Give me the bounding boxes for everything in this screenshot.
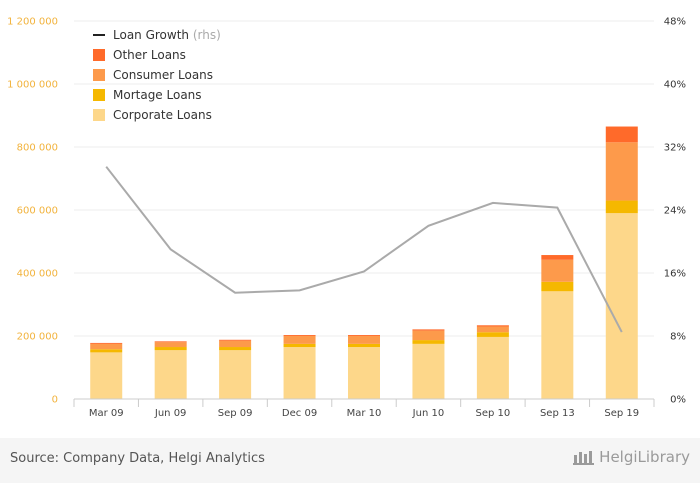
left-tick-label: 200 000 <box>17 332 58 343</box>
left-tick-label: 800 000 <box>17 143 58 154</box>
legend-rhs-note: (rhs) <box>193 28 221 42</box>
left-tick-label: 400 000 <box>17 269 58 280</box>
bar-other-loans <box>90 342 123 344</box>
legend-swatch <box>93 69 105 81</box>
bar-corporate-loans <box>412 343 445 399</box>
right-tick-label: 40% <box>664 80 686 91</box>
bar-other-loans <box>541 255 574 260</box>
x-axis: Mar 09 Jun 09 Sep 09 Dec 09 Mar 10 Jun 10 Sep … <box>73 398 655 419</box>
bar-corporate-loans <box>605 213 638 399</box>
legend-swatch <box>93 49 105 61</box>
bar-consumer-loans <box>541 259 574 282</box>
bar-mortage-loans <box>412 340 445 344</box>
loan-chart: 0 200 000 400 000 600 000 800 000 1 000 000 1 … <box>7 17 686 420</box>
footer: Source: Company Data, Helgi Analytics He… <box>0 438 700 483</box>
x-tick-label: Dec 09 <box>282 408 317 419</box>
x-tick-label: Jun 09 <box>154 408 187 419</box>
loan-growth-line <box>105 166 623 333</box>
left-tick-label: 1 000 000 <box>7 80 58 91</box>
legend-line-swatch <box>93 34 105 36</box>
bar-other-loans <box>154 341 187 343</box>
library-icon <box>573 451 595 465</box>
legend-swatch <box>93 109 105 121</box>
x-tick-label: Sep 19 <box>604 408 639 419</box>
bar-other-loans <box>219 339 252 341</box>
left-axis: 0 200 000 400 000 600 000 800 000 1 000 000 1 … <box>7 17 58 406</box>
x-tick-label: Sep 10 <box>476 408 511 419</box>
bar-consumer-loans <box>219 340 252 348</box>
bar-consumer-loans <box>412 330 445 341</box>
bar-series <box>90 126 638 399</box>
bar-mortage-loans <box>219 347 252 351</box>
bar-corporate-loans <box>154 350 187 399</box>
right-tick-label: 8% <box>670 332 686 343</box>
left-tick-label: 600 000 <box>17 206 58 217</box>
source-text: Source: Company Data, Helgi Analytics <box>10 451 265 466</box>
bar-mortage-loans <box>476 332 509 337</box>
bar-consumer-loans <box>90 343 123 350</box>
bar-other-loans <box>605 126 638 143</box>
right-tick-label: 24% <box>664 206 686 217</box>
bar-mortage-loans <box>605 200 638 214</box>
x-tick-label: Mar 10 <box>347 408 382 419</box>
right-tick-label: 0% <box>670 395 686 406</box>
bar-consumer-loans <box>283 336 316 344</box>
bar-other-loans <box>348 335 380 336</box>
x-tick-label: Sep 09 <box>218 408 253 419</box>
bar-corporate-loans <box>219 350 252 399</box>
left-tick-label: 1 200 000 <box>7 17 58 28</box>
legend-label: Consumer Loans <box>113 68 213 82</box>
helgi-library-logo[interactable]: HelgiLibrary <box>573 448 690 466</box>
bar-mortage-loans <box>541 281 574 292</box>
bar-other-loans <box>283 335 316 336</box>
right-tick-label: 32% <box>664 143 686 154</box>
right-tick-label: 48% <box>664 17 686 28</box>
bar-corporate-loans <box>476 336 509 399</box>
bar-consumer-loans <box>476 326 509 333</box>
bar-other-loans <box>412 329 445 331</box>
bar-mortage-loans <box>283 343 316 348</box>
legend-label-loan-growth: Loan Growth (rhs) <box>113 28 221 42</box>
right-tick-label: 16% <box>664 269 686 280</box>
bar-corporate-loans <box>541 291 574 399</box>
bar-corporate-loans <box>90 352 123 399</box>
legend-label: Mortage Loans <box>113 88 202 102</box>
bar-mortage-loans <box>348 343 380 348</box>
loan-growth-polyline <box>105 166 623 333</box>
bar-other-loans <box>476 325 509 327</box>
bar-consumer-loans <box>154 342 187 348</box>
x-tick-label: Jun 10 <box>412 408 445 419</box>
bar-mortage-loans <box>154 347 187 351</box>
legend-label: Other Loans <box>113 48 186 62</box>
bar-corporate-loans <box>283 347 316 399</box>
legend-label: Corporate Loans <box>113 108 212 122</box>
bar-corporate-loans <box>348 347 380 399</box>
right-axis: 0% 8% 16% 24% 32% 40% 48% <box>664 17 686 406</box>
left-tick-label: 0 <box>52 395 58 406</box>
x-tick-label: Sep 13 <box>540 408 575 419</box>
legend: Loan Growth (rhs) Other Loans Consumer Loa… <box>93 28 221 122</box>
bar-consumer-loans <box>605 142 638 201</box>
x-tick-label: Mar 09 <box>89 408 124 419</box>
logo-text: HelgiLibrary <box>599 448 690 466</box>
legend-swatch <box>93 89 105 101</box>
bar-consumer-loans <box>348 336 380 344</box>
bar-mortage-loans <box>90 349 123 353</box>
